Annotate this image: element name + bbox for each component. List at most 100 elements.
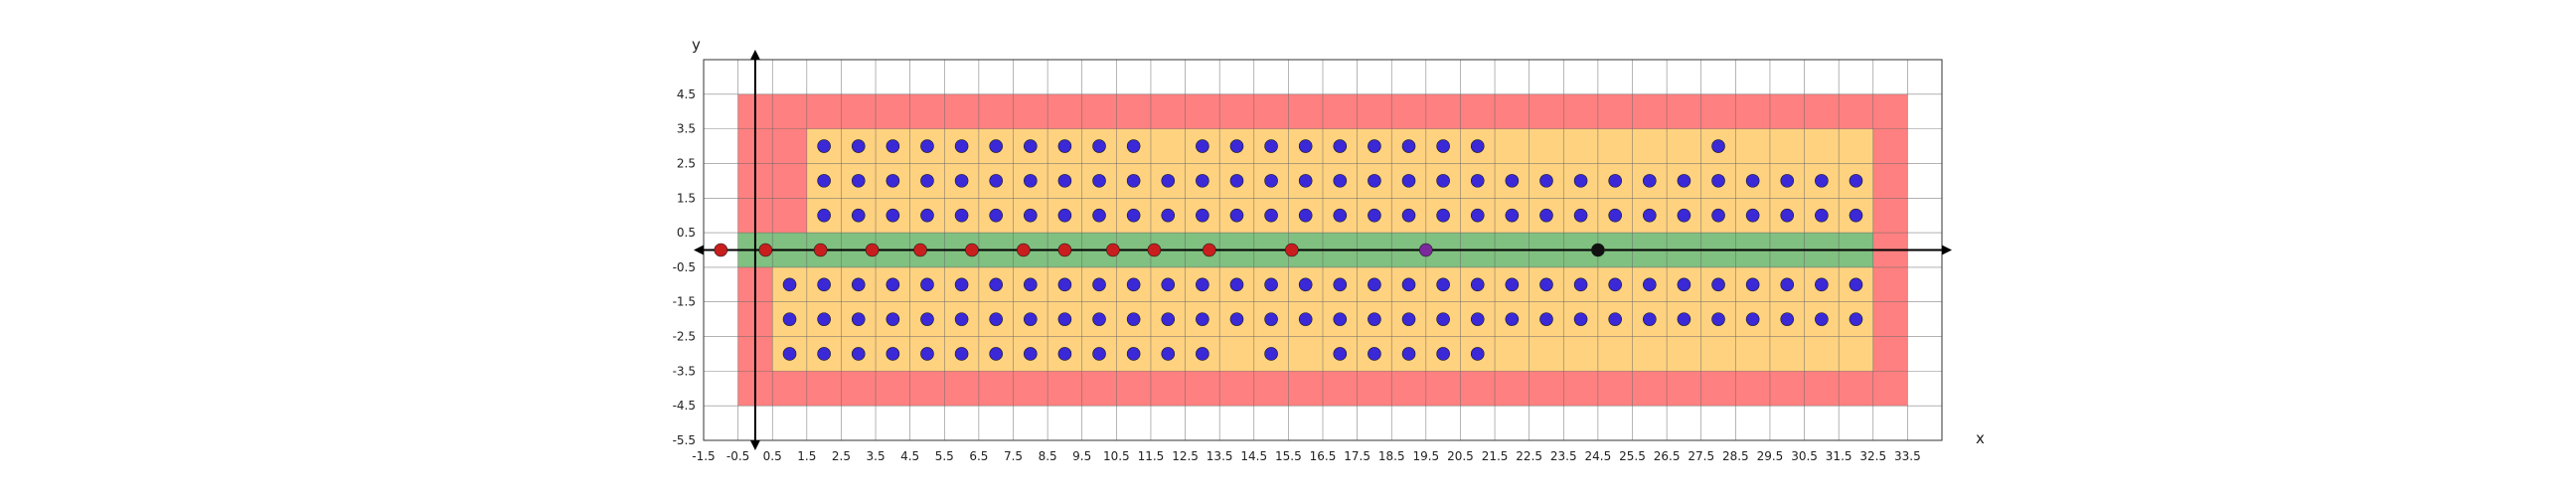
data-point <box>1368 312 1381 326</box>
x-tick-label: 18.5 <box>1378 449 1405 463</box>
y-axis-arrow-down <box>749 440 760 450</box>
data-point <box>1505 174 1520 188</box>
data-point <box>1608 208 1622 223</box>
data-point <box>989 312 1003 326</box>
data-point <box>851 277 866 292</box>
x-tick-label: 11.5 <box>1138 449 1165 463</box>
data-point <box>1677 174 1691 188</box>
data-point <box>1573 174 1588 188</box>
data-point <box>1333 208 1348 223</box>
data-point <box>1745 208 1760 223</box>
data-point <box>1126 312 1141 326</box>
data-point <box>1711 174 1725 188</box>
data-point <box>1815 312 1829 326</box>
data-point <box>1126 347 1141 361</box>
data-point <box>1057 243 1072 257</box>
data-point <box>886 277 900 292</box>
data-point <box>1401 347 1416 361</box>
data-point <box>954 277 969 292</box>
x-tick-label: 28.5 <box>1722 449 1749 463</box>
data-point <box>1539 312 1553 326</box>
data-point <box>813 243 828 257</box>
x-tick-label: 27.5 <box>1688 449 1714 463</box>
data-point <box>1229 174 1244 188</box>
data-point <box>920 347 934 361</box>
data-point <box>1643 312 1657 326</box>
x-tick-label: 20.5 <box>1447 449 1474 463</box>
x-tick-label: 32.5 <box>1859 449 1886 463</box>
data-point <box>1368 174 1381 188</box>
data-point <box>817 208 831 223</box>
data-point <box>1780 208 1795 223</box>
data-point <box>1470 347 1485 361</box>
x-axis-label: x <box>1976 429 1985 447</box>
y-tick-label: 4.5 <box>677 87 696 101</box>
data-point <box>1849 208 1863 223</box>
data-point <box>920 139 934 153</box>
data-point <box>1368 139 1381 153</box>
x-tick-label: 30.5 <box>1791 449 1818 463</box>
data-point <box>1161 174 1176 188</box>
data-point <box>1591 243 1605 257</box>
data-point <box>1436 139 1450 153</box>
data-point <box>1298 208 1313 223</box>
data-point <box>1815 277 1829 292</box>
data-point <box>1024 277 1038 292</box>
data-point <box>1780 312 1795 326</box>
x-tick-label: 22.5 <box>1516 449 1542 463</box>
data-point <box>1745 277 1760 292</box>
x-tick-label: 19.5 <box>1412 449 1439 463</box>
data-point <box>1126 139 1141 153</box>
data-point <box>1505 277 1520 292</box>
axes-layer <box>694 50 1952 450</box>
x-tick-label: 33.5 <box>1894 449 1921 463</box>
data-point <box>1126 277 1141 292</box>
data-point <box>1196 277 1209 292</box>
data-point <box>851 312 866 326</box>
y-axis-label: y <box>692 36 701 54</box>
data-point <box>954 174 969 188</box>
y-tick-label: -5.5 <box>673 433 696 447</box>
data-point <box>1264 312 1278 326</box>
data-point <box>913 243 927 257</box>
data-point <box>1126 208 1141 223</box>
data-point <box>1677 312 1691 326</box>
data-point <box>1057 312 1072 326</box>
x-axis-arrow-left <box>694 245 704 255</box>
data-point <box>1229 139 1244 153</box>
data-point <box>1196 139 1209 153</box>
data-point <box>817 312 831 326</box>
data-point <box>817 139 831 153</box>
data-point <box>1196 312 1209 326</box>
data-point <box>1264 347 1278 361</box>
data-point <box>1368 208 1381 223</box>
data-point <box>1711 139 1725 153</box>
data-point <box>1024 174 1038 188</box>
data-point <box>1401 277 1416 292</box>
data-point <box>1436 347 1450 361</box>
y-tick-label: 0.5 <box>677 226 696 240</box>
x-tick-label: 26.5 <box>1654 449 1681 463</box>
data-point <box>1401 139 1416 153</box>
data-point <box>1436 174 1450 188</box>
data-point <box>1368 347 1381 361</box>
data-point <box>1161 347 1176 361</box>
data-point <box>1745 174 1760 188</box>
data-point <box>1539 174 1553 188</box>
data-point <box>1436 277 1450 292</box>
data-point <box>1264 208 1278 223</box>
y-tick-label: 3.5 <box>677 122 696 136</box>
data-point <box>1849 277 1863 292</box>
data-point <box>886 312 900 326</box>
x-tick-label: -1.5 <box>692 449 715 463</box>
data-point <box>782 347 797 361</box>
data-point <box>1092 139 1106 153</box>
data-point <box>989 277 1003 292</box>
data-point <box>1677 208 1691 223</box>
data-point <box>1711 312 1725 326</box>
data-point <box>1643 277 1657 292</box>
data-point <box>920 312 934 326</box>
x-tick-label: 29.5 <box>1757 449 1784 463</box>
x-tick-label: 0.5 <box>763 449 782 463</box>
data-point <box>1436 208 1450 223</box>
